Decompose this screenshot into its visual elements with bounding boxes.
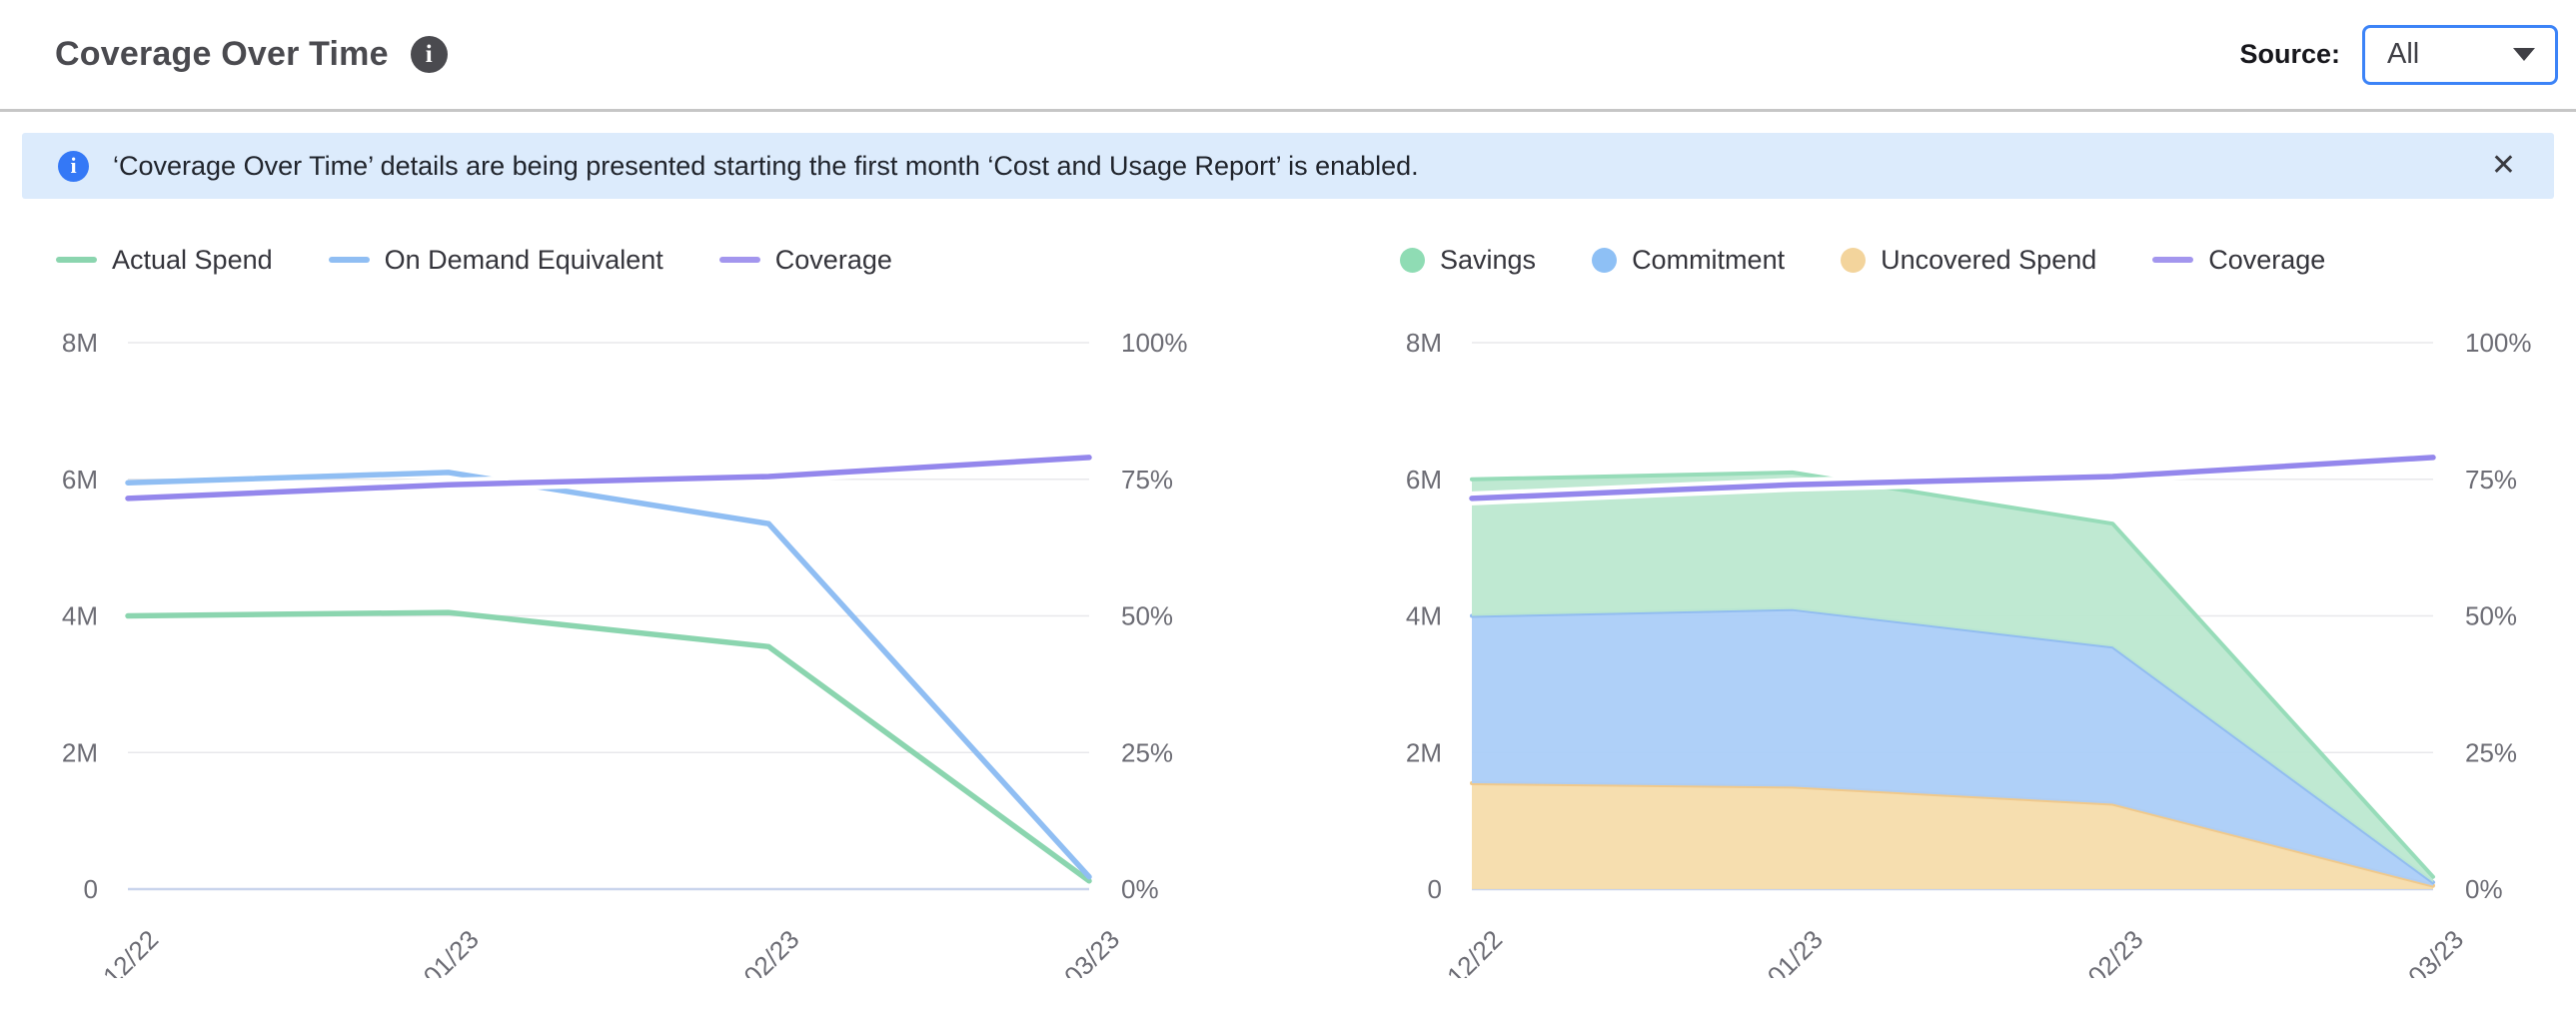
y-axis-tick-right: 75%	[2465, 465, 2517, 495]
panel-header: Coverage Over Time i Source: All	[0, 0, 2576, 112]
y-axis-tick-right: 50%	[1121, 601, 1173, 631]
charts-row: Actual Spend On Demand Equivalent Coverage…	[0, 199, 2576, 978]
y-axis-tick-right: 75%	[1121, 465, 1173, 495]
coverage-area-chart-panel: Savings Commitment Uncovered Spend Coverage…	[1384, 239, 2558, 978]
legend-label: Coverage	[2208, 244, 2326, 275]
line-on-demand-equivalent	[125, 470, 1092, 880]
legend-label: Uncovered Spend	[1881, 244, 2097, 275]
x-axis-tick: 03/23	[1058, 924, 1125, 978]
x-axis-tick: 02/23	[737, 924, 804, 978]
y-axis-tick-left: 2M	[1406, 737, 1442, 767]
page-title: Coverage Over Time	[55, 35, 389, 73]
y-axis-tick-right: 0%	[1121, 874, 1159, 904]
x-axis-tick: 12/22	[97, 924, 164, 978]
legend-dot-marker	[1841, 247, 1867, 273]
y-axis-tick-left: 6M	[1406, 465, 1442, 495]
y-axis-tick-right: 25%	[2465, 737, 2517, 767]
line-actual-spend	[125, 609, 1092, 884]
chevron-down-icon	[2513, 48, 2535, 61]
y-axis-tick-right: 100%	[2465, 328, 2532, 358]
source-label: Source:	[2239, 39, 2340, 69]
y-axis-tick-right: 0%	[2465, 874, 2503, 904]
y-axis-tick-left: 4M	[1406, 601, 1442, 631]
title-info-icon[interactable]: i	[410, 36, 448, 73]
legend-dot-marker	[1400, 247, 1425, 273]
line-coverage	[125, 455, 1092, 502]
area-commitment	[1472, 608, 2433, 886]
y-axis-tick-left: 0	[84, 874, 98, 904]
area-edge-uncovered-spend	[1470, 781, 2435, 888]
legend-label: On Demand Equivalent	[384, 244, 663, 275]
coverage-line-chart-panel: Actual Spend On Demand Equivalent Coverage…	[40, 239, 1204, 978]
legend-item-on-demand-equivalent[interactable]: On Demand Equivalent	[328, 244, 663, 276]
legend-item-uncovered-spend[interactable]: Uncovered Spend	[1841, 245, 2096, 276]
area-edge-savings	[1470, 470, 2435, 879]
area-uncovered-spend	[1472, 783, 2433, 889]
x-axis-tick: 12/22	[1441, 924, 1508, 978]
y-axis-tick-right: 25%	[1121, 737, 1173, 767]
area-savings	[1472, 472, 2433, 883]
legend-label: Coverage	[774, 244, 892, 275]
banner-close-button[interactable]: ✕	[2481, 149, 2526, 183]
coverage-area-chart: 8M 100% 6M 75% 4M 50% 2M 25% 0 0% 12/22 01/23 02/23 0…	[1406, 328, 2532, 978]
y-axis-tick-left: 0	[1428, 874, 1442, 904]
x-axis-tick: 03/23	[2402, 924, 2469, 978]
source-select-value: All	[2387, 38, 2420, 70]
legend-item-coverage[interactable]: Coverage	[718, 244, 892, 276]
coverage-line-chart: 8M 100% 6M 75% 4M 50% 2M 25% 0 0% 12/22 01/23 02/23 0…	[62, 328, 1188, 978]
legend-item-commitment[interactable]: Commitment	[1592, 245, 1785, 276]
legend-label: Actual Spend	[112, 244, 273, 275]
info-banner: i ‘Coverage Over Time’ details are being…	[22, 133, 2554, 199]
legend-line-marker	[56, 257, 97, 263]
legend-line-marker	[718, 257, 760, 263]
legend-item-actual-spend[interactable]: Actual Spend	[56, 245, 273, 276]
area-chart-legend: Savings Commitment Uncovered Spend Coverage	[1400, 239, 2558, 281]
y-axis-tick-left: 8M	[1406, 328, 1442, 358]
y-axis-tick-left: 6M	[62, 465, 98, 495]
banner-info-icon: i	[58, 150, 89, 182]
y-axis-tick-left: 4M	[62, 601, 98, 631]
banner-text: ‘Coverage Over Time’ details are being p…	[113, 150, 1419, 181]
x-axis-tick: 01/23	[1762, 924, 1829, 978]
y-axis-tick-right: 100%	[1121, 328, 1188, 358]
line-coverage	[1469, 455, 2436, 502]
legend-item-savings[interactable]: Savings	[1400, 245, 1536, 276]
legend-label: Savings	[1440, 244, 1537, 275]
legend-line-marker	[328, 257, 370, 263]
x-axis-tick: 01/23	[418, 924, 485, 978]
legend-dot-marker	[1592, 247, 1618, 273]
y-axis-tick-left: 8M	[62, 328, 98, 358]
line-chart-legend: Actual Spend On Demand Equivalent Coverage	[56, 239, 1204, 281]
source-select[interactable]: All	[2362, 24, 2558, 85]
legend-item-coverage[interactable]: Coverage	[2152, 245, 2325, 276]
legend-line-marker	[2152, 257, 2194, 263]
x-axis-tick: 02/23	[2081, 924, 2148, 978]
y-axis-tick-left: 2M	[62, 737, 98, 767]
y-axis-tick-right: 50%	[2465, 601, 2517, 631]
legend-label: Commitment	[1632, 244, 1786, 275]
